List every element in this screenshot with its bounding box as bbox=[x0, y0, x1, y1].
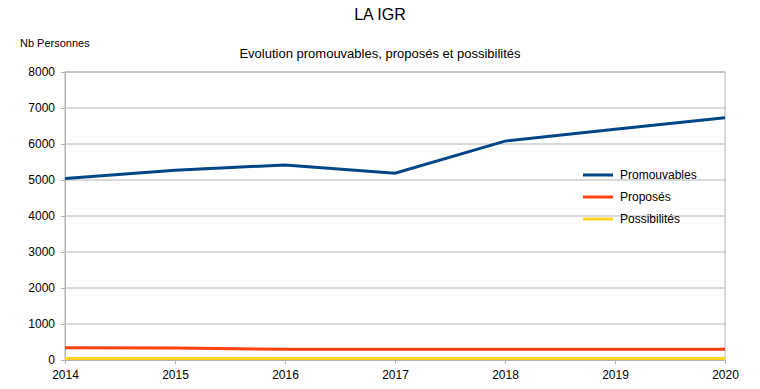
x-tick: 2014 bbox=[52, 360, 79, 382]
x-tick-label: 2015 bbox=[162, 368, 189, 382]
y-tick: 8000 bbox=[28, 65, 65, 79]
y-tick-mark bbox=[61, 180, 65, 181]
y-tick-mark bbox=[61, 108, 65, 109]
y-tick: 6000 bbox=[28, 137, 65, 151]
x-tick: 2015 bbox=[162, 360, 189, 382]
lines bbox=[65, 118, 725, 359]
x-tick-label: 2018 bbox=[492, 368, 519, 382]
y-tick-label: 0 bbox=[48, 353, 55, 367]
plot-frame bbox=[65, 72, 725, 360]
chart: LA IGR Evolution promouvables, proposés e… bbox=[0, 0, 760, 389]
legend-swatch bbox=[583, 174, 613, 177]
x-axis: 2014 2015 2016 2017 2018 2019 2020 bbox=[52, 360, 739, 382]
x-tick-mark bbox=[615, 360, 616, 364]
x-tick-label: 2020 bbox=[712, 368, 739, 382]
y-tick-mark bbox=[61, 144, 65, 145]
y-tick-label: 7000 bbox=[28, 101, 55, 115]
x-tick: 2016 bbox=[272, 360, 299, 382]
x-tick-mark bbox=[395, 360, 396, 364]
x-tick-label: 2017 bbox=[382, 368, 409, 382]
y-axis-line bbox=[61, 73, 66, 361]
legend-label: Promouvables bbox=[620, 168, 697, 182]
y-axis-title: Nb Personnes bbox=[20, 37, 90, 49]
x-axis-line bbox=[66, 361, 726, 365]
x-tick-label: 2019 bbox=[602, 368, 629, 382]
x-tick-label: 2014 bbox=[52, 368, 79, 382]
subtitle: Evolution promouvables, proposés et poss… bbox=[239, 46, 521, 61]
y-tick: 4000 bbox=[28, 209, 65, 223]
y-tick-mark bbox=[61, 324, 65, 325]
y-tick: 5000 bbox=[28, 173, 65, 187]
y-tick-mark bbox=[61, 252, 65, 253]
y-tick: 0 bbox=[48, 353, 65, 367]
x-tick-mark bbox=[505, 360, 506, 364]
y-tick: 7000 bbox=[28, 101, 65, 115]
y-tick-mark bbox=[61, 288, 65, 289]
legend: Promouvables Proposés Possibilités bbox=[583, 168, 697, 226]
x-tick-mark bbox=[175, 360, 176, 364]
legend-label: Possibilités bbox=[620, 212, 680, 226]
legend-swatch bbox=[583, 218, 613, 221]
y-tick: 2000 bbox=[28, 281, 65, 295]
y-tick-mark bbox=[61, 360, 65, 361]
x-tick: 2017 bbox=[382, 360, 409, 382]
series-line bbox=[65, 348, 725, 349]
x-tick-mark bbox=[725, 360, 726, 364]
grid-line bbox=[65, 144, 725, 145]
y-tick-label: 8000 bbox=[28, 65, 55, 79]
y-tick-mark bbox=[61, 216, 65, 217]
grid bbox=[65, 72, 725, 360]
legend-label: Proposés bbox=[620, 190, 671, 204]
x-tick-label: 2016 bbox=[272, 368, 299, 382]
y-tick: 3000 bbox=[28, 245, 65, 259]
x-tick: 2020 bbox=[712, 360, 739, 382]
grid-line bbox=[65, 252, 725, 253]
y-tick: 1000 bbox=[28, 317, 65, 331]
y-tick-label: 3000 bbox=[28, 245, 55, 259]
legend-item: Promouvables bbox=[583, 168, 697, 182]
grid-line bbox=[65, 108, 725, 109]
y-tick-label: 6000 bbox=[28, 137, 55, 151]
grid-line bbox=[65, 324, 725, 325]
y-tick-label: 4000 bbox=[28, 209, 55, 223]
y-tick-label: 5000 bbox=[28, 173, 55, 187]
x-tick-mark bbox=[285, 360, 286, 364]
grid-line bbox=[65, 288, 725, 289]
title: LA IGR bbox=[354, 6, 406, 23]
y-axis: 0 1000 2000 3000 4000 5000 6000 7000 8000 bbox=[28, 65, 65, 367]
x-tick: 2019 bbox=[602, 360, 629, 382]
legend-swatch bbox=[583, 196, 613, 199]
y-tick-mark bbox=[61, 72, 65, 73]
plot: 2014 2015 2016 2017 2018 2019 2020 0 1000 2000 300… bbox=[28, 65, 739, 381]
x-tick: 2018 bbox=[492, 360, 519, 382]
y-tick-label: 1000 bbox=[28, 317, 55, 331]
legend-item: Proposés bbox=[583, 190, 671, 204]
y-tick-label: 2000 bbox=[28, 281, 55, 295]
series-line bbox=[65, 357, 725, 360]
legend-item: Possibilités bbox=[583, 212, 680, 226]
